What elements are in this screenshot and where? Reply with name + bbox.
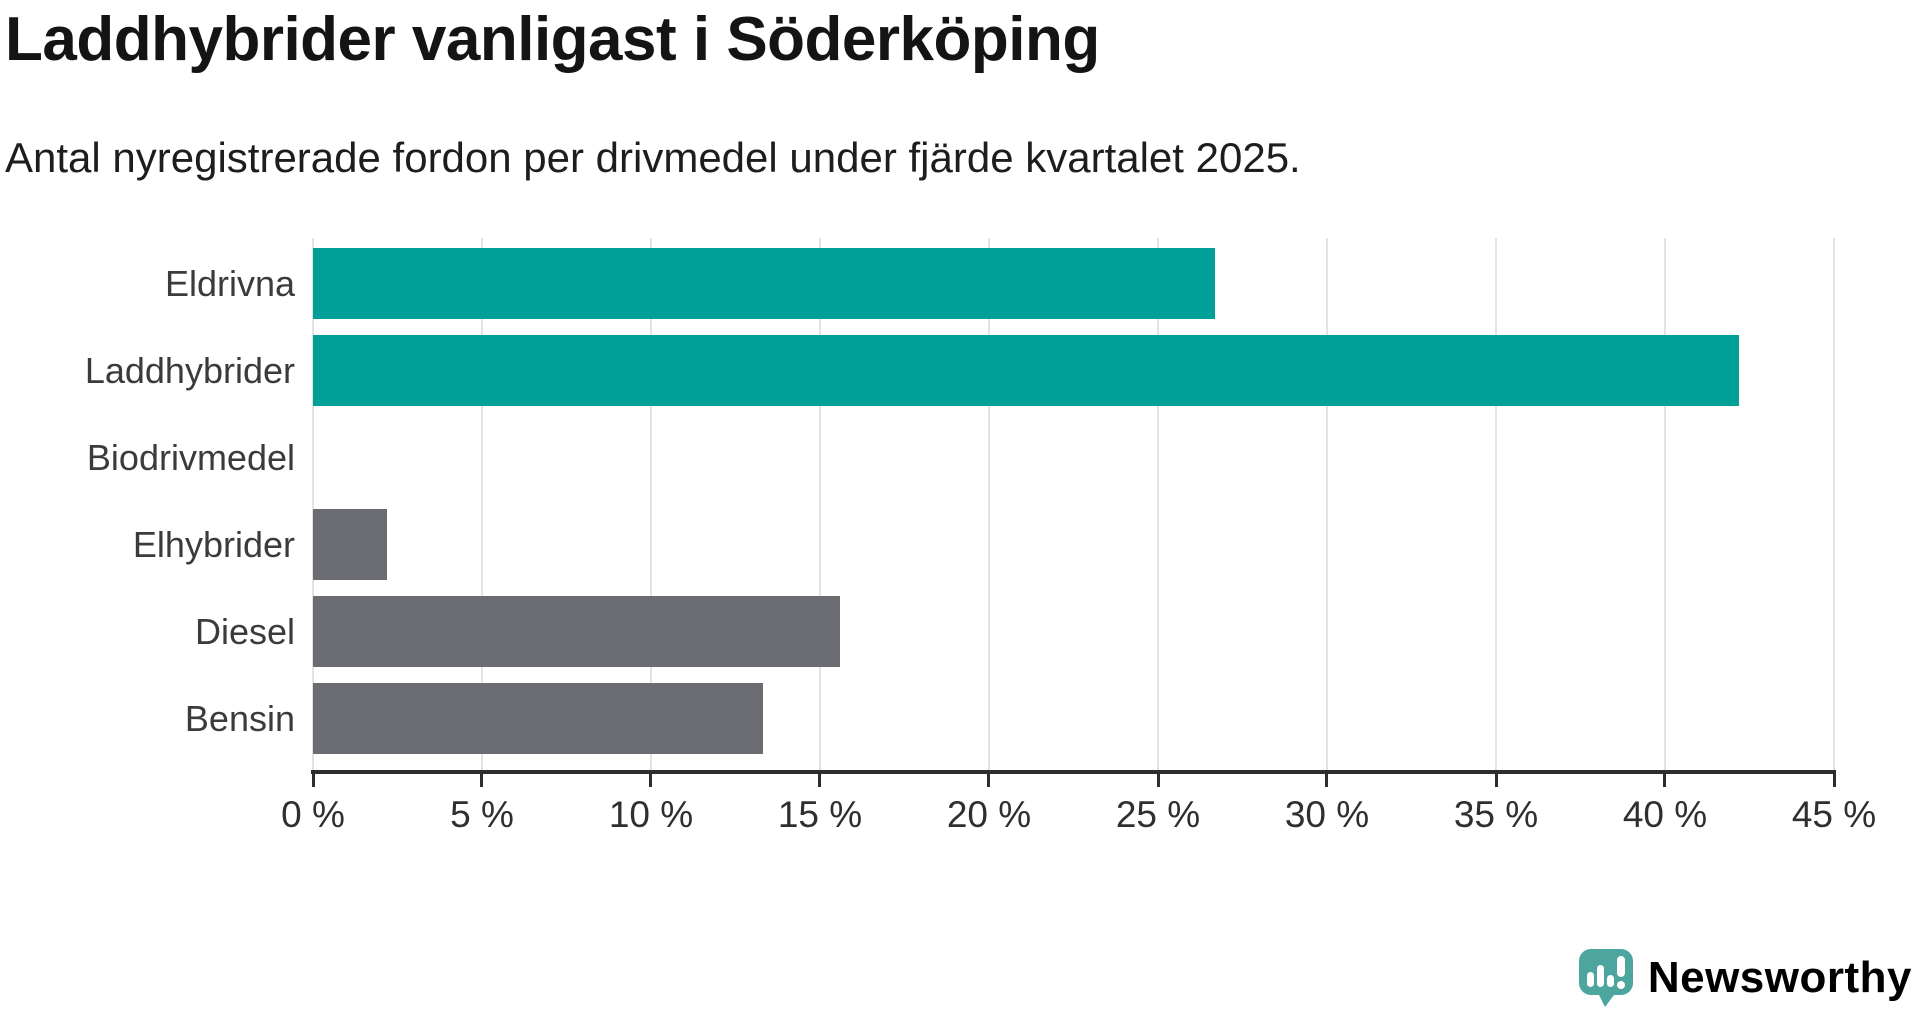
gridline [1495,238,1497,770]
x-axis-tick-label: 0 % [281,794,345,835]
bar-chart-exclamation-glyph [1586,956,1625,989]
category-label: Diesel [194,611,295,652]
gridline [1325,238,1328,770]
gridline [818,238,821,770]
gridline [1157,238,1159,770]
newsworthy-wordmark: Newsworthy [1647,953,1912,1002]
x-axis-tick-label: 30 % [1284,794,1370,835]
newsworthy-logo: Newsworthy [1578,948,1912,1008]
gridline [649,238,652,770]
bar [313,335,1740,406]
x-axis-tick [987,774,991,787]
bar-row: Eldrivna [165,240,1834,327]
x-axis-tick-label: 25 % [1115,794,1201,835]
x-axis-tick [1832,774,1836,787]
gridline [987,238,990,770]
gridline [312,238,314,770]
x-axis-tick [649,774,653,787]
bar-row: Elhybrider [133,501,1834,588]
newsworthy-icon [1578,949,1633,1007]
chart-subtitle: Antal nyregistrerade fordon per drivmede… [5,134,1301,181]
x-axis-tick-label: 5 % [450,794,514,835]
x-axis-tick [480,774,484,787]
gridline [1833,238,1835,770]
x-axis-tick [1325,774,1329,787]
category-label: Bensin [184,698,295,739]
x-axis-tick-label: 20 % [946,794,1032,835]
x-axis-tick-label: 35 % [1453,794,1539,835]
x-axis-tick-label: 45 % [1791,794,1877,835]
category-label: Laddhybrider [84,350,295,391]
x-axis-tick [1663,774,1667,787]
category-label: Elhybrider [132,524,295,565]
x-axis-tick [1156,774,1160,787]
bar [313,509,388,580]
x-axis-tick-label: 15 % [777,794,863,835]
bar [313,683,763,754]
bar [313,596,841,667]
x-axis-tick [818,774,822,787]
bar [313,248,1216,319]
bar-row: Biodrivmedel [87,414,1834,501]
x-axis-tick [1494,774,1498,787]
x-axis-tick-label: 10 % [608,794,694,835]
x-axis-tick-label: 40 % [1622,794,1708,835]
plot-area: Eldrivna Laddhybrider Biodrivmedel Elhybrid… [85,238,1876,835]
category-label: Eldrivna [164,263,295,304]
bar-row: Bensin [185,675,1834,762]
gridline [480,238,483,770]
category-label: Biodrivmedel [86,437,295,478]
gridline [1663,238,1666,770]
x-axis-line [311,770,1836,774]
bar-row: Laddhybrider [85,327,1834,414]
bar-row: Diesel [195,588,1834,675]
bar-rows: Eldrivna Laddhybrider Biodrivmedel Elhybrid… [85,240,1834,762]
x-axis-tick [311,774,315,787]
chart-title: Laddhybrider vanligast i Söderköping [5,5,1100,74]
